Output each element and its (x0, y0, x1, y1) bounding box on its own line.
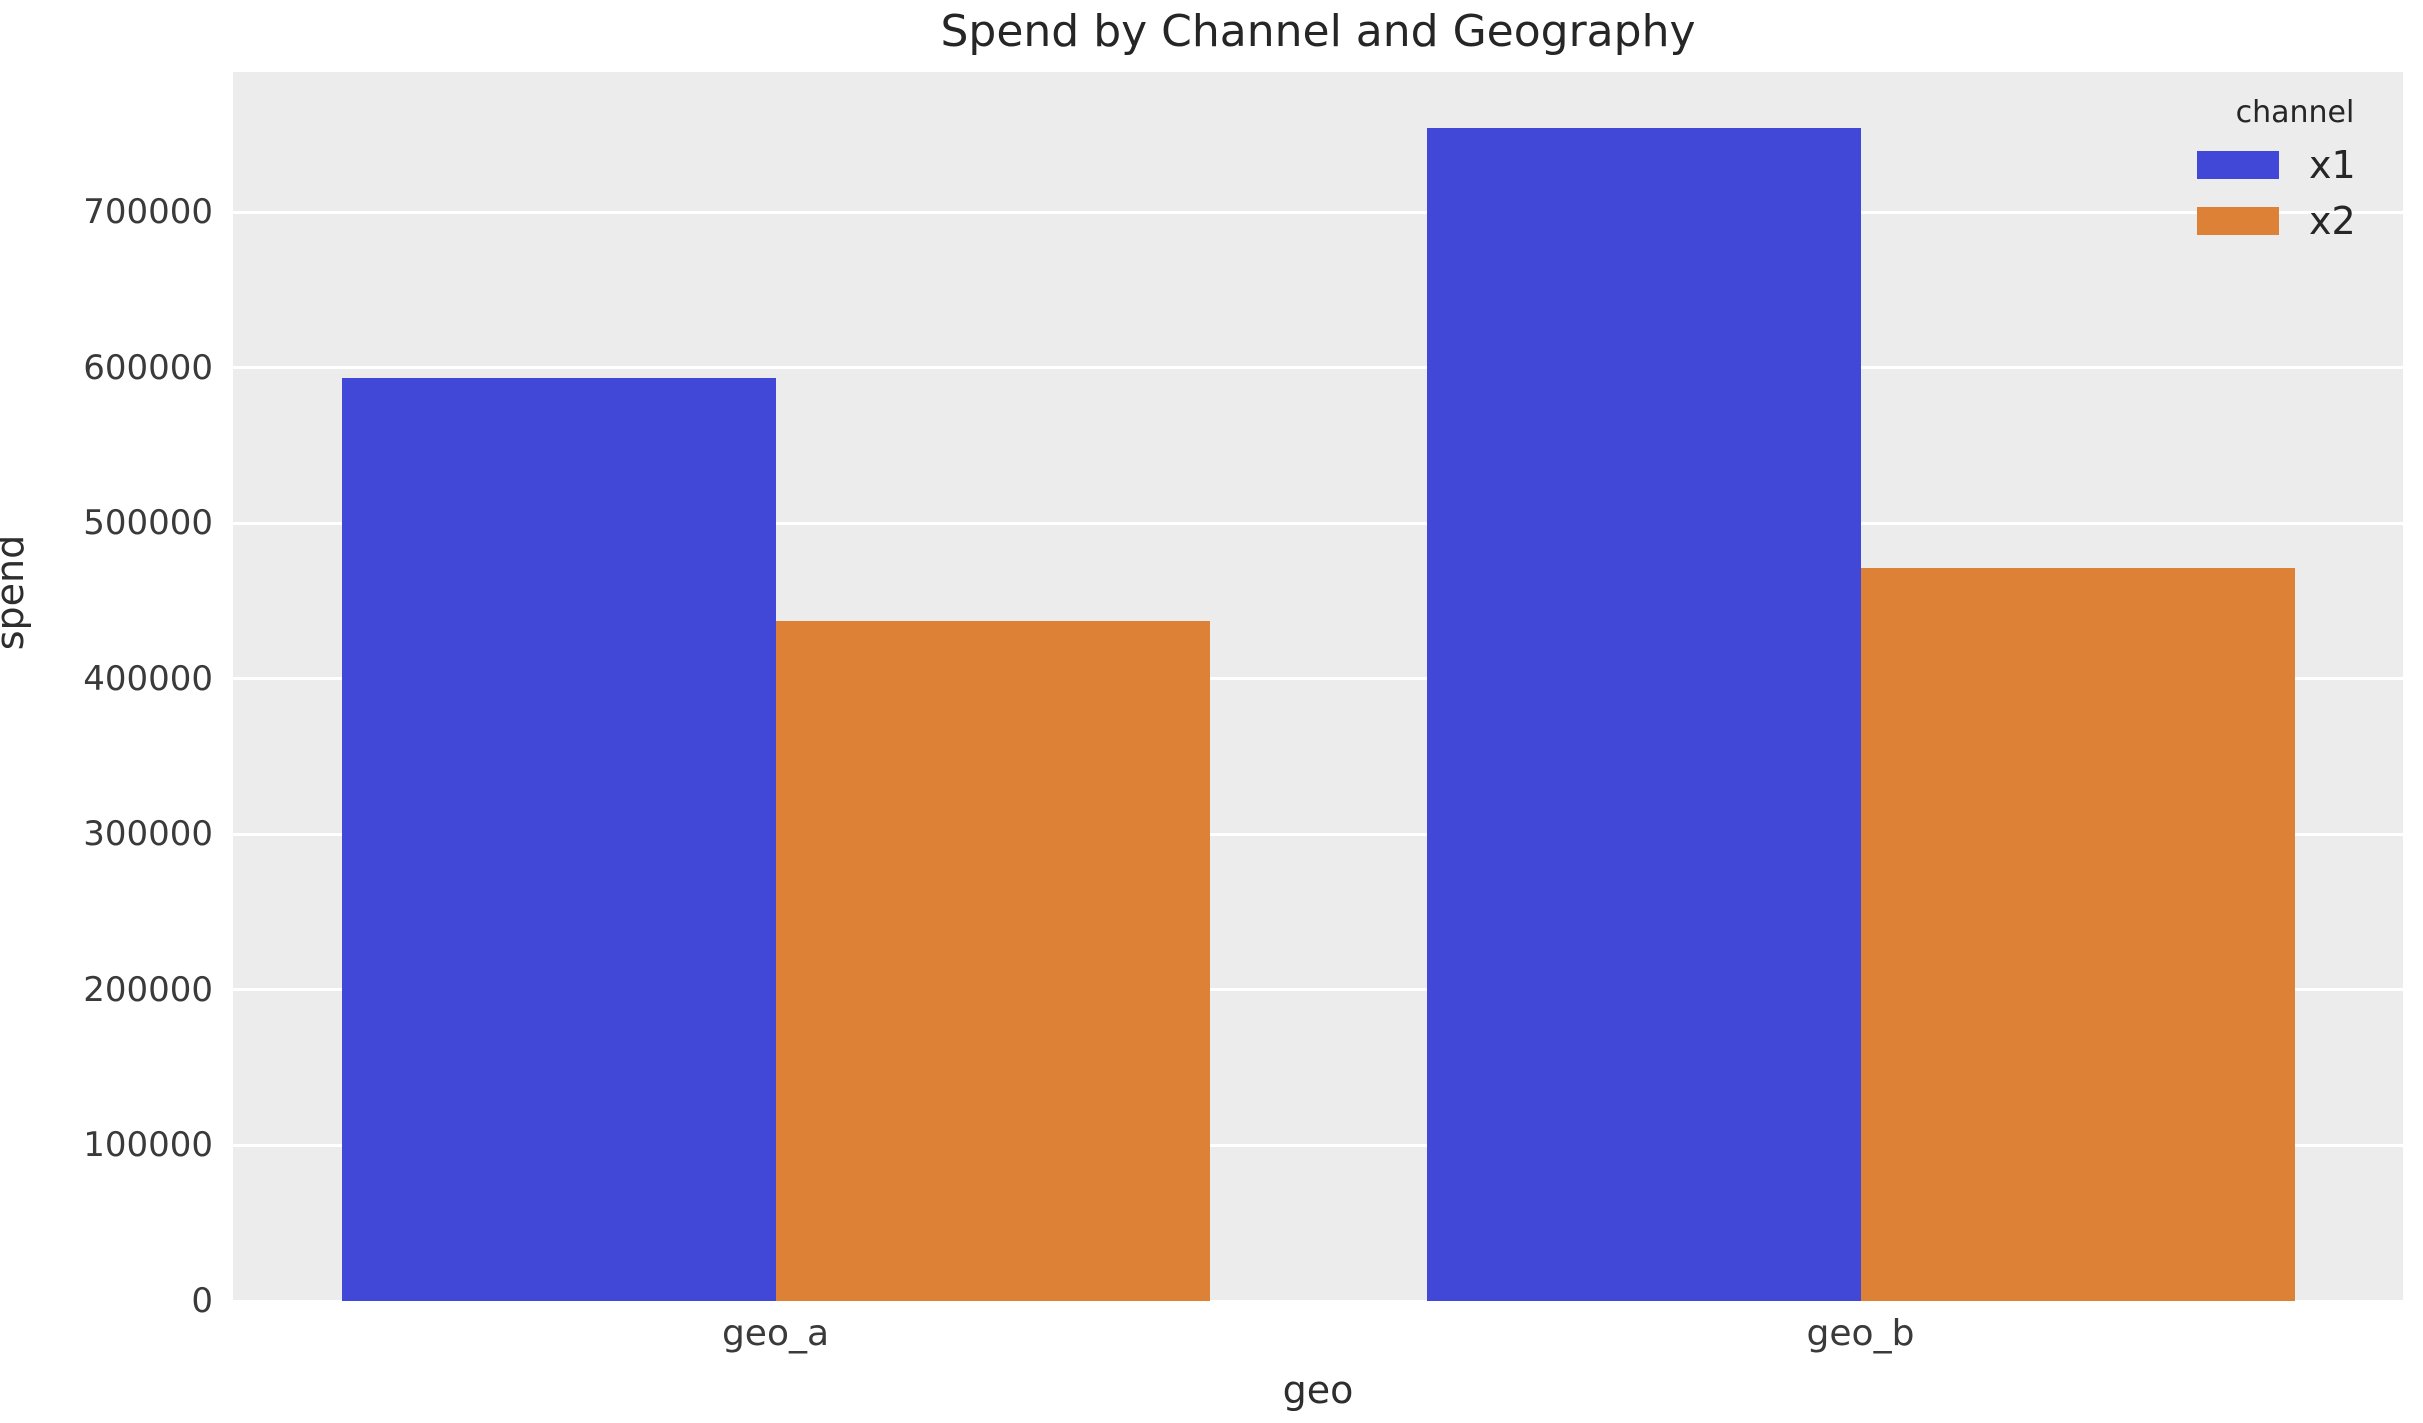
y-tick-label-600000: 600000 (83, 347, 213, 388)
gridline-600000 (233, 366, 2403, 370)
gridline-700000 (233, 210, 2403, 214)
gridline-300000 (233, 832, 2403, 836)
gridline-400000 (233, 677, 2403, 681)
y-tick-label-0: 0 (191, 1281, 213, 1321)
x-tick-label-geo_a: geo_a (721, 1313, 830, 1354)
bar-geo_a-x1 (341, 378, 776, 1301)
y-tick-label-500000: 500000 (83, 503, 213, 544)
y-tick-label-300000: 300000 (83, 814, 213, 855)
y-tick-label-200000: 200000 (83, 969, 213, 1010)
legend-entry-x2: x2 (2175, 199, 2415, 243)
legend-swatch-x1 (2197, 151, 2279, 179)
legend-entry-x1: x1 (2175, 143, 2415, 187)
legend-swatch-x2 (2197, 207, 2279, 235)
bar-geo_b-x1 (1426, 128, 1861, 1301)
gridline-100000 (233, 1143, 2403, 1147)
plot-area (233, 72, 2403, 1303)
legend-entries: x1 x2 (2175, 143, 2415, 243)
legend: channel x1 x2 (2175, 95, 2415, 256)
y-axis-label: spend (0, 534, 32, 651)
x-tick-label-geo_b: geo_b (1806, 1313, 1915, 1354)
y-tick-label-400000: 400000 (83, 658, 213, 699)
gridline-200000 (233, 988, 2403, 992)
x-axis-label: geo (1282, 1368, 1354, 1412)
legend-title: channel (2235, 95, 2355, 130)
chart-title: Spend by Channel and Geography (940, 6, 1696, 57)
bar-geo_a-x2 (775, 621, 1210, 1301)
legend-label-x2: x2 (2309, 199, 2356, 243)
legend-label-x1: x1 (2309, 143, 2356, 187)
bar-geo_b-x2 (1860, 568, 2295, 1301)
y-tick-label-700000: 700000 (83, 192, 213, 232)
gridline-0 (233, 1299, 2403, 1303)
y-tick-label-100000: 100000 (83, 1125, 213, 1166)
gridline-500000 (233, 521, 2403, 525)
